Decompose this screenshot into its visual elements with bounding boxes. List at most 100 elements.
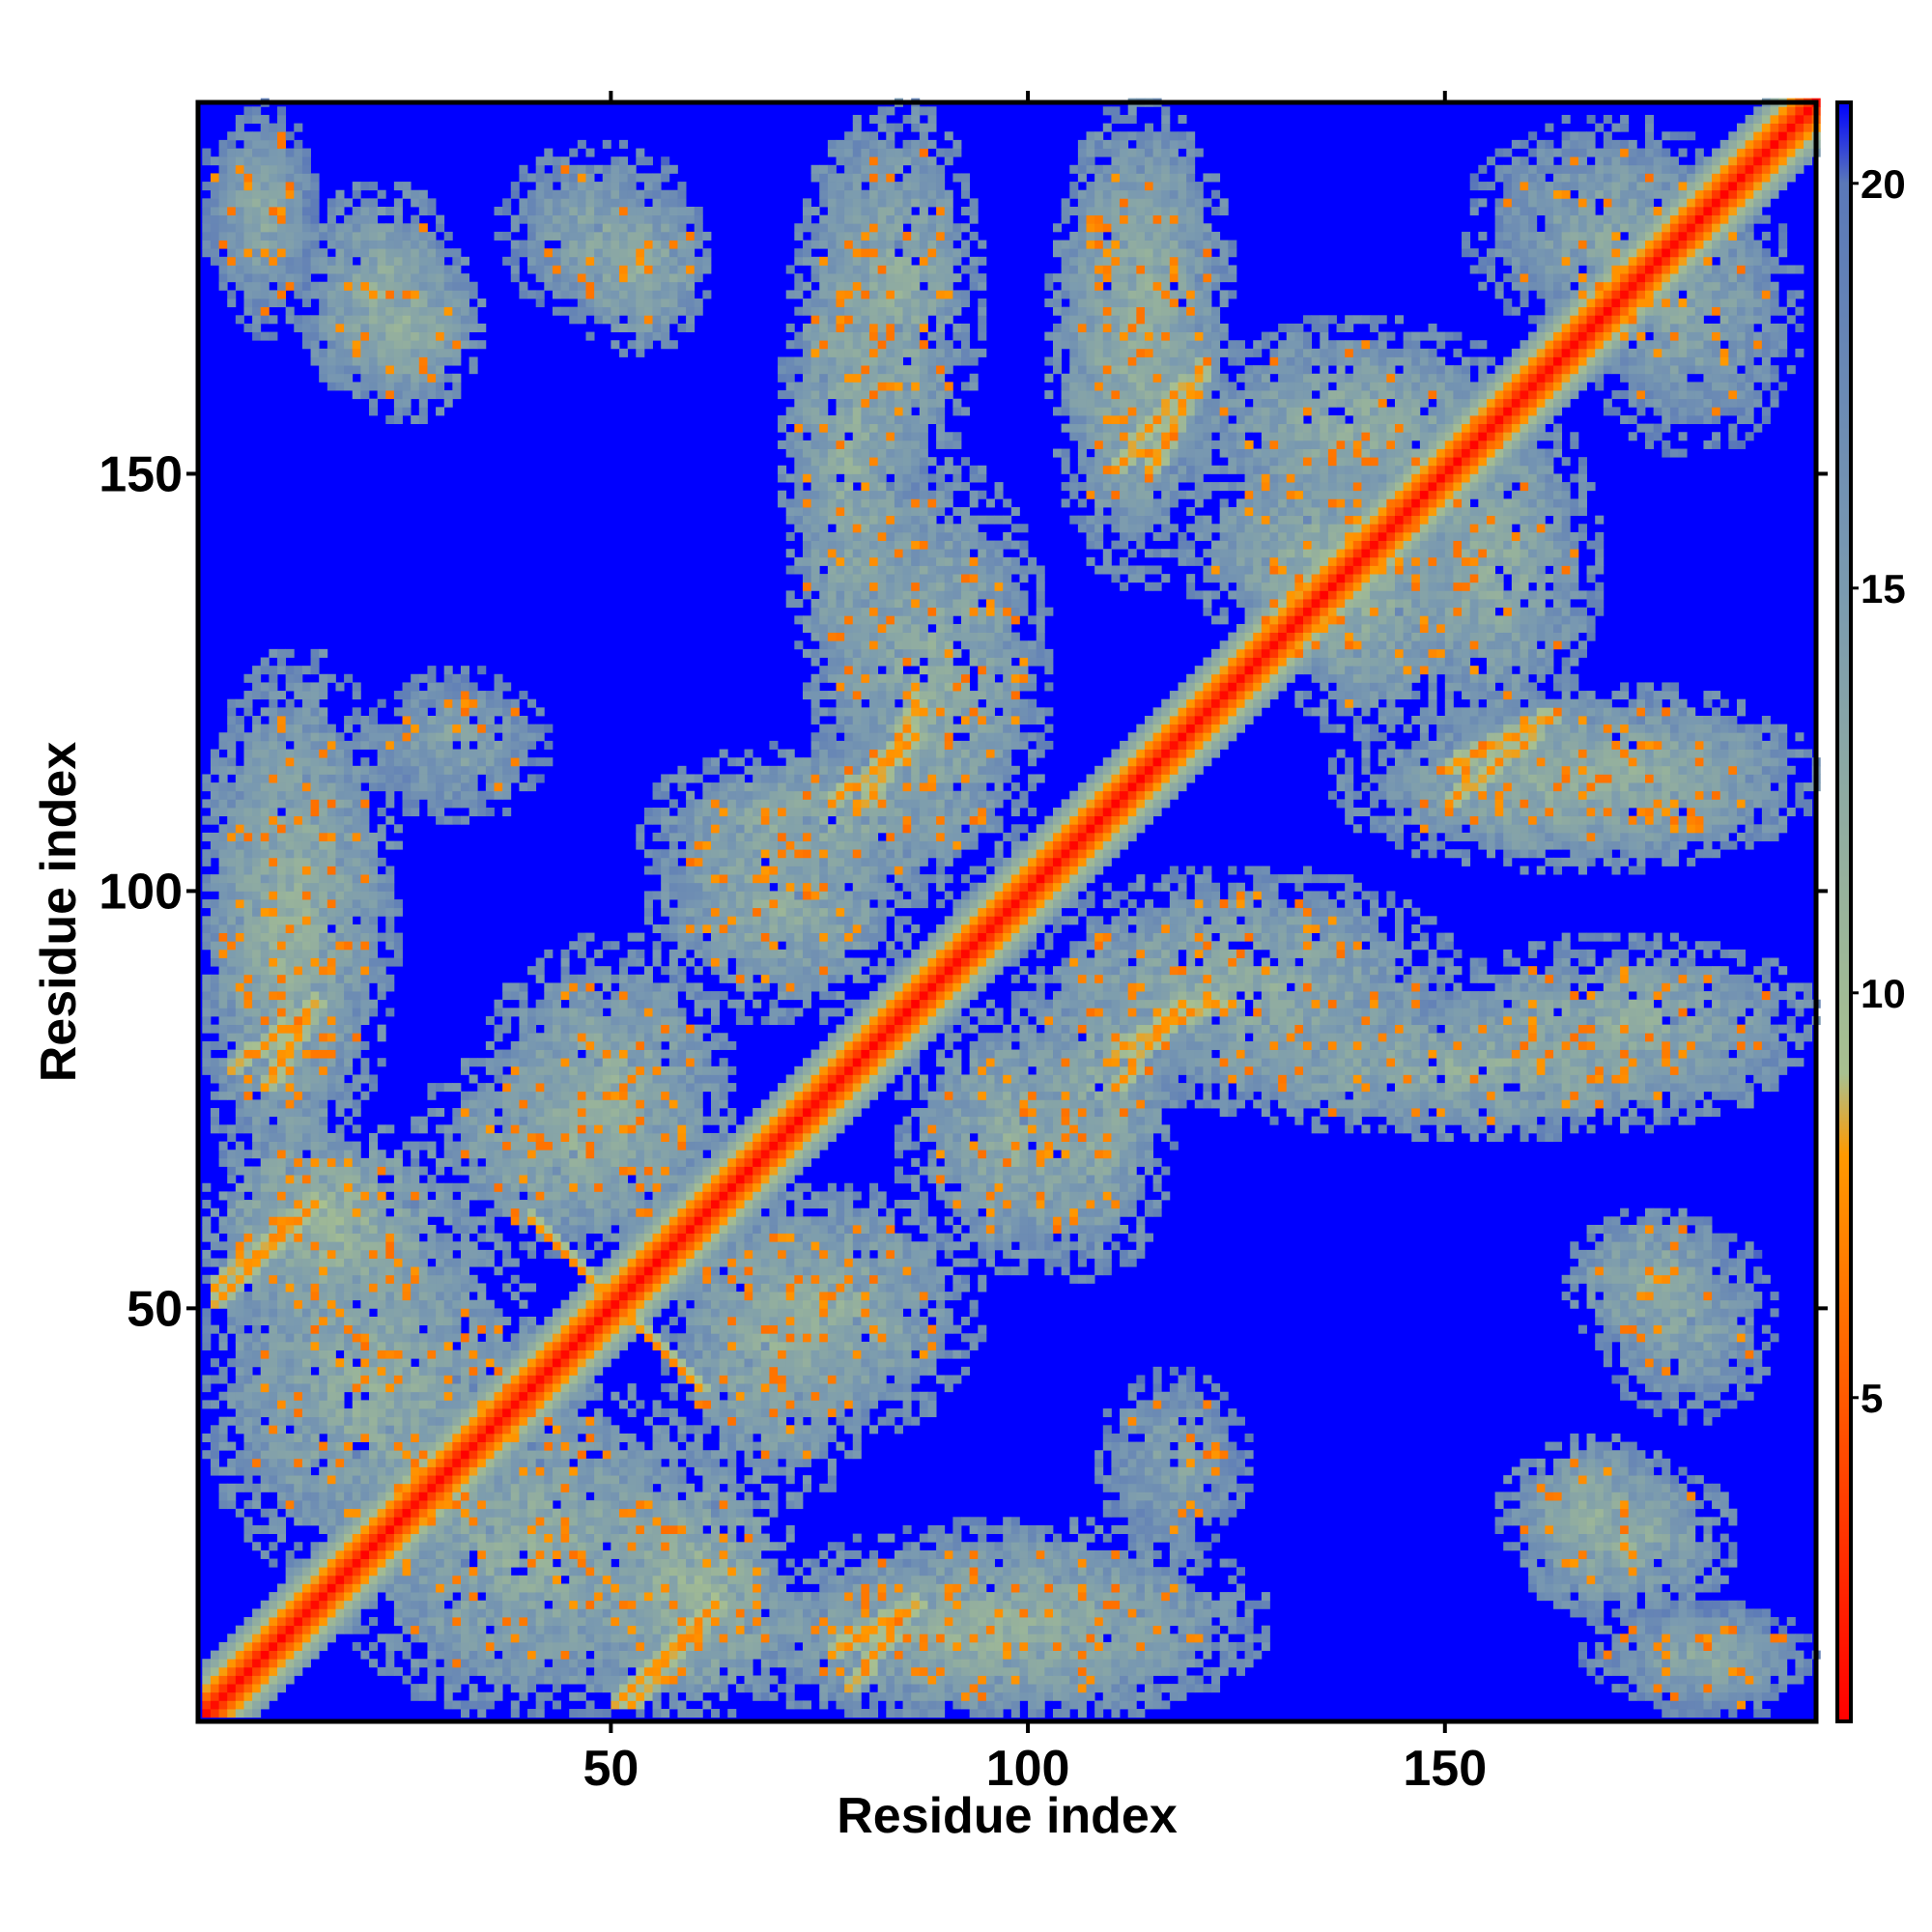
heatmap-cell <box>285 1366 295 1376</box>
heatmap-cell <box>502 1450 512 1460</box>
heatmap-cell <box>335 1191 345 1201</box>
heatmap-cell <box>285 1659 295 1668</box>
heatmap-cell <box>360 1358 370 1368</box>
heatmap-cell <box>452 1416 462 1426</box>
heatmap-cell <box>544 1433 554 1442</box>
heatmap-cell <box>344 740 354 750</box>
heatmap-cell <box>494 1433 503 1442</box>
heatmap-cell <box>319 1524 328 1535</box>
heatmap-cell <box>210 1040 219 1050</box>
heatmap-cell <box>519 1091 528 1100</box>
heatmap-cell <box>443 398 453 408</box>
heatmap-cell <box>277 231 287 241</box>
heatmap-cell <box>510 1333 520 1343</box>
heatmap-cell <box>577 1249 586 1259</box>
heatmap-cell <box>377 774 386 783</box>
heatmap-cell <box>402 1241 412 1251</box>
heatmap-cell <box>252 1634 262 1643</box>
heatmap-cell <box>218 774 228 783</box>
heatmap-cell <box>227 966 237 976</box>
heatmap-cell <box>443 356 453 366</box>
heatmap-cell <box>243 198 253 208</box>
heatmap-cell <box>243 1659 253 1668</box>
heatmap-cell <box>301 1175 311 1184</box>
heatmap-cell <box>377 1024 386 1034</box>
heatmap-cell <box>260 306 270 316</box>
heatmap-cell <box>369 765 379 775</box>
heatmap-cell <box>301 1358 311 1368</box>
heatmap-cell <box>377 882 386 892</box>
heatmap-cell <box>202 1182 212 1192</box>
heatmap-cell <box>285 673 295 683</box>
heatmap-cell <box>260 1124 270 1134</box>
heatmap-cell <box>418 1508 428 1518</box>
heatmap-cell <box>360 1650 370 1660</box>
heatmap-cell <box>260 265 270 274</box>
heatmap-cell <box>560 1441 570 1451</box>
heatmap-cell <box>502 1108 512 1118</box>
heatmap-cell <box>443 298 453 308</box>
heatmap-cell <box>344 1015 354 1026</box>
heatmap-cell <box>560 1324 570 1334</box>
heatmap-cell <box>460 1400 469 1409</box>
heatmap-cell <box>269 991 278 1001</box>
heatmap-cell <box>285 1049 295 1059</box>
heatmap-cell <box>344 1083 354 1093</box>
heatmap-cell <box>552 1200 561 1209</box>
heatmap-cell <box>319 365 328 375</box>
heatmap-cell <box>218 832 228 841</box>
heatmap-cell <box>301 298 311 308</box>
heatmap-cell <box>494 999 503 1009</box>
heatmap-cell <box>235 1150 244 1159</box>
heatmap-cell <box>393 774 403 783</box>
heatmap-cell <box>335 932 345 942</box>
heatmap-cell <box>535 1466 545 1476</box>
heatmap-cell <box>369 1157 379 1167</box>
heatmap-cell <box>502 1241 512 1251</box>
heatmap-cell <box>319 1617 328 1627</box>
heatmap-cell <box>393 1567 403 1577</box>
heatmap-cell <box>252 832 262 841</box>
heatmap-cell <box>243 749 253 758</box>
heatmap-cell <box>335 1533 345 1543</box>
heatmap-cell <box>243 148 253 157</box>
heatmap-cell <box>552 1024 561 1034</box>
heatmap-cell <box>510 1575 520 1584</box>
heatmap-cell <box>469 1533 478 1543</box>
heatmap-cell <box>260 1350 270 1359</box>
heatmap-cell <box>352 974 361 983</box>
heatmap-cell <box>252 799 262 809</box>
heatmap-cell <box>344 1249 354 1259</box>
heatmap-cell <box>260 1033 270 1042</box>
heatmap-cell <box>485 1517 495 1526</box>
heatmap-cell <box>260 114 270 124</box>
heatmap-cell <box>535 1099 545 1109</box>
heatmap-cell <box>294 156 303 166</box>
heatmap-cell <box>277 790 287 800</box>
heatmap-cell <box>402 1366 412 1376</box>
heatmap-cell <box>352 206 361 216</box>
heatmap-cell <box>519 1216 528 1226</box>
heatmap-cell <box>519 1132 528 1142</box>
heatmap-cell <box>319 707 328 717</box>
heatmap-cell <box>577 1517 586 1526</box>
heatmap-cell <box>301 682 311 692</box>
heatmap-cell <box>235 1216 244 1226</box>
heatmap-cell <box>227 874 237 884</box>
heatmap-cell <box>510 214 520 224</box>
heatmap-cell <box>277 799 287 809</box>
heatmap-cell <box>577 189 586 199</box>
heatmap-cell <box>252 1684 262 1693</box>
heatmap-cell <box>235 1124 244 1134</box>
heatmap-cell <box>452 1641 462 1651</box>
heatmap-cell <box>502 991 512 1001</box>
heatmap-cell <box>460 1416 469 1426</box>
heatmap-cell <box>202 182 212 191</box>
heatmap-cell <box>469 1383 478 1393</box>
heatmap-cell <box>294 732 303 742</box>
heatmap-cell <box>477 323 487 332</box>
heatmap-cell <box>260 1641 270 1651</box>
heatmap-cell <box>519 281 528 291</box>
heatmap-cell <box>452 1542 462 1551</box>
heatmap-cell <box>577 1691 586 1701</box>
